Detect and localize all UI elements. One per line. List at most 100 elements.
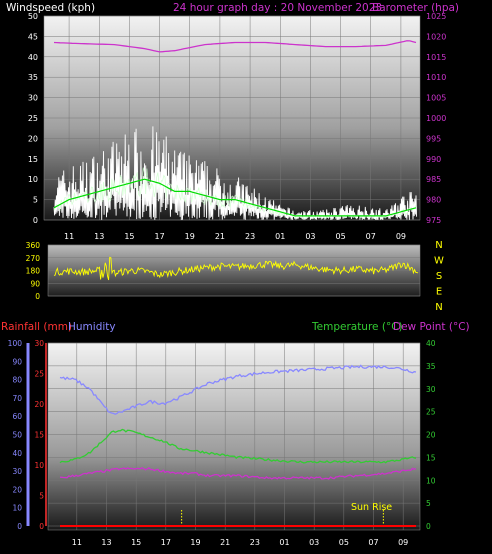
wind-direction-line	[53, 256, 419, 281]
y-tick-left-label: 30	[28, 94, 38, 103]
x-tick-label: 21	[220, 538, 230, 547]
x-tick-label: 09	[396, 232, 406, 241]
humidity-line	[59, 364, 417, 415]
y-tick-right-label: 1020	[426, 32, 446, 41]
y-tick-temp-label: 35	[426, 362, 436, 371]
y-tick-left-label: 20	[28, 134, 38, 143]
dewpoint-axis-title: Dew Point (°C)	[393, 321, 470, 333]
y-tick-temp-label: 15	[426, 453, 436, 462]
x-tick-label: 07	[366, 232, 376, 241]
temp-humidity-plot-area	[47, 342, 421, 531]
sunrise-label: Sun Rise	[351, 502, 392, 513]
compass-label: N	[435, 240, 442, 251]
y-tick-left-label: 0	[35, 292, 40, 301]
y-tick-left-label: 270	[26, 254, 41, 263]
y-tick-humidity-label: 0	[17, 522, 22, 531]
y-tick-temp-label: 25	[426, 408, 436, 417]
compass-label: N	[435, 302, 442, 313]
x-tick-label: 19	[185, 232, 195, 241]
x-tick-label: 13	[101, 538, 111, 547]
x-tick-label: 03	[309, 538, 319, 547]
windspeed-axis-title: Windspeed (kph)	[6, 2, 95, 14]
y-tick-humidity-label: 100	[8, 339, 23, 348]
y-tick-left-label: 360	[26, 241, 41, 250]
y-tick-humidity-label: 90	[12, 357, 22, 366]
y-tick-left-label: 45	[28, 32, 38, 41]
x-tick-label: 09	[398, 538, 408, 547]
rainfall-axis-title: Rainfall (mm)	[1, 321, 72, 333]
x-tick-label: 07	[368, 538, 378, 547]
y-tick-left-label: 10	[28, 175, 38, 184]
y-tick-humidity-label: 10	[12, 504, 22, 513]
y-tick-humidity-label: 50	[12, 431, 22, 440]
y-tick-left-label: 0	[33, 216, 38, 225]
temperature-line	[59, 428, 417, 464]
x-tick-label: 05	[339, 538, 349, 547]
x-tick-label: 19	[190, 538, 200, 547]
y-tick-left-label: 90	[30, 279, 40, 288]
x-tick-label: 01	[275, 232, 285, 241]
y-tick-left-label: 180	[26, 267, 41, 276]
y-tick-left-label: 5	[33, 196, 38, 205]
x-tick-label: 15	[124, 232, 134, 241]
y-tick-right-label: 1025	[426, 12, 446, 21]
x-tick-label: 01	[279, 538, 289, 547]
y-tick-right-label: 995	[426, 134, 441, 143]
temperature-axis-title: Temperature (°C)	[311, 321, 403, 333]
y-tick-temp-label: 10	[426, 476, 436, 485]
y-tick-left-label: 25	[28, 114, 38, 123]
dewpoint-line	[59, 466, 417, 480]
y-tick-right-label: 990	[426, 155, 441, 164]
barometer-axis-title: Barometer (hpa)	[372, 2, 459, 14]
y-tick-left-label: 15	[28, 155, 38, 164]
y-tick-temp-label: 20	[426, 431, 436, 440]
y-tick-rain-label: 20	[34, 400, 44, 409]
x-tick-label: 23	[250, 538, 260, 547]
y-tick-humidity-label: 60	[12, 412, 22, 421]
x-tick-label: 17	[161, 538, 171, 547]
y-tick-humidity-label: 80	[12, 376, 22, 385]
y-tick-left-label: 50	[28, 12, 38, 21]
y-tick-right-label: 1010	[426, 73, 446, 82]
y-tick-rain-label: 25	[34, 370, 44, 379]
compass-label: E	[436, 287, 442, 298]
y-tick-humidity-label: 30	[12, 467, 22, 476]
x-tick-label: 17	[154, 232, 164, 241]
y-tick-rain-label: 0	[39, 522, 44, 531]
y-tick-humidity-label: 20	[12, 485, 22, 494]
y-tick-temp-label: 40	[426, 339, 436, 348]
y-tick-rain-label: 15	[34, 431, 44, 440]
y-tick-humidity-label: 70	[12, 394, 22, 403]
y-tick-right-label: 980	[426, 196, 441, 205]
y-tick-rain-label: 30	[34, 339, 44, 348]
y-tick-right-label: 1015	[426, 53, 446, 62]
x-tick-label: 23	[245, 232, 255, 241]
x-tick-label: 11	[72, 538, 82, 547]
windspeed-avg-line	[53, 167, 417, 219]
x-tick-label: 03	[305, 232, 315, 241]
x-tick-label: 15	[131, 538, 141, 547]
compass-label: W	[434, 256, 444, 267]
x-tick-label: 05	[335, 232, 345, 241]
barometer-line	[53, 40, 417, 53]
chart-title: 24 hour graph day : 20 November 2023	[173, 2, 382, 14]
y-tick-right-label: 975	[426, 216, 441, 225]
x-tick-label: 21	[215, 232, 225, 241]
y-tick-temp-label: 0	[426, 522, 431, 531]
y-tick-right-label: 985	[426, 175, 441, 184]
compass-label: S	[436, 271, 442, 282]
x-tick-label: 13	[94, 232, 104, 241]
y-tick-temp-label: 5	[426, 499, 431, 508]
y-tick-rain-label: 5	[39, 492, 44, 501]
y-tick-temp-label: 30	[426, 385, 436, 394]
y-tick-right-label: 1000	[426, 114, 446, 123]
y-tick-left-label: 40	[28, 53, 38, 62]
y-tick-right-label: 1005	[426, 94, 446, 103]
windspeed-average-line	[53, 178, 417, 217]
x-tick-label: 11	[64, 232, 74, 241]
humidity-axis-title: Humidity	[68, 321, 116, 333]
y-tick-humidity-label: 40	[12, 449, 22, 458]
y-tick-rain-label: 10	[34, 461, 44, 470]
y-tick-left-label: 35	[28, 73, 38, 82]
